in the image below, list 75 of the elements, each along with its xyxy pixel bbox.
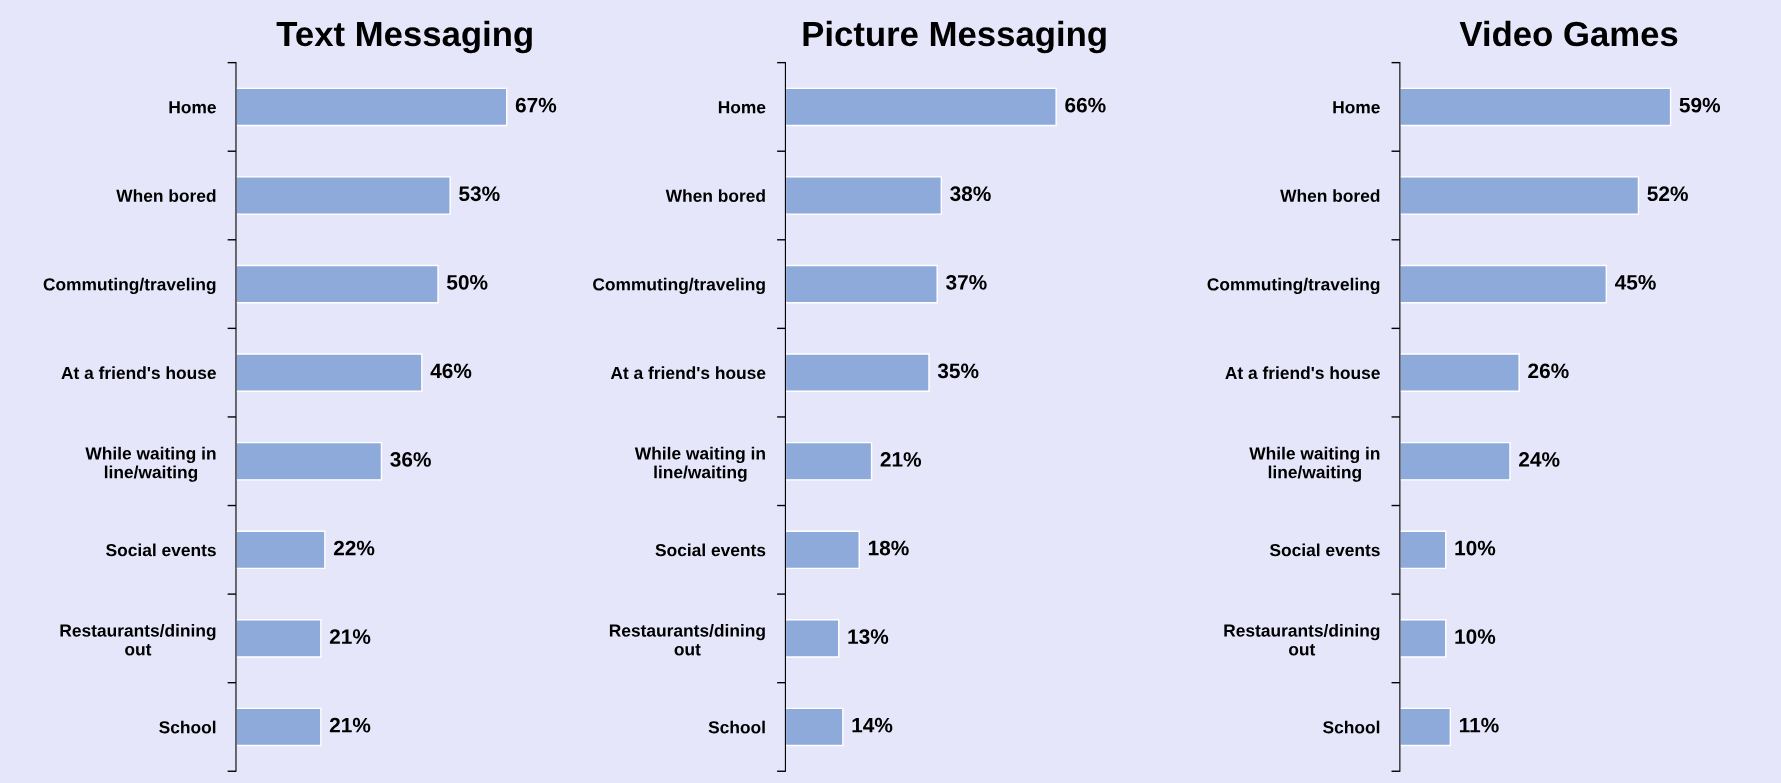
bar: [1399, 264, 1608, 304]
data-label: 66%: [1065, 97, 1106, 113]
bar: [1399, 530, 1447, 570]
y-tick-label: While waiting in line/waiting: [85, 446, 216, 482]
data-label: 21%: [329, 629, 371, 644]
data-label: 37%: [946, 274, 987, 290]
bar: [235, 264, 439, 304]
y-tick-label: Social events: [655, 543, 766, 557]
bar: [235, 176, 451, 215]
data-label: 10%: [1455, 540, 1496, 556]
bar: [1399, 176, 1640, 215]
data-label: 14%: [852, 717, 893, 733]
y-tick-label: At a friend's house: [1225, 366, 1380, 380]
data-label: 59%: [1679, 97, 1721, 113]
y-tick-label: At a friend's house: [61, 366, 216, 380]
bar: [1399, 619, 1447, 658]
y-tick-label: When bored: [1280, 189, 1380, 202]
y-tick-label: Commuting/traveling: [43, 277, 216, 295]
bar: [235, 619, 322, 658]
y-tick-label: Restaurants/dining out: [609, 623, 765, 656]
bar: [785, 707, 844, 747]
y-tick-label: At a friend's house: [610, 366, 766, 380]
data-label: 45%: [1614, 274, 1656, 290]
data-label: 50%: [446, 274, 488, 290]
data-label: 22%: [333, 540, 375, 556]
bar: [1399, 441, 1511, 481]
chart-title: Video Games: [1459, 20, 1678, 47]
y-tick-label: When bored: [116, 189, 216, 202]
bar: [785, 87, 1057, 127]
bar: [235, 530, 326, 570]
y-tick-label: School: [159, 720, 216, 734]
bar: [1399, 707, 1452, 747]
bar: [1399, 87, 1672, 127]
data-label: 35%: [937, 363, 979, 379]
bar: [785, 619, 840, 658]
data-label: 38%: [950, 186, 991, 202]
data-label: 13%: [848, 629, 889, 645]
y-tick-label: School: [1323, 720, 1380, 734]
y-tick-label: Restaurants/dining out: [60, 623, 216, 656]
data-label: 46%: [430, 363, 472, 379]
bar: [235, 353, 423, 392]
y-tick-label: Social events: [1269, 543, 1380, 557]
chart-title: Text Messaging: [276, 20, 532, 54]
data-label: 11%: [1459, 717, 1499, 733]
y-tick-label: While waiting in line/waiting: [634, 446, 765, 482]
y-tick-label: Restaurants/dining out: [1224, 623, 1380, 656]
data-label: 53%: [459, 186, 500, 202]
y-tick-label: Commuting/traveling: [1207, 277, 1380, 295]
data-label: 52%: [1647, 186, 1688, 202]
bar: [785, 441, 873, 481]
bar: [235, 707, 322, 747]
y-tick-label: When bored: [665, 189, 765, 202]
bar: [785, 176, 942, 215]
bar: [235, 441, 383, 481]
data-label: 67%: [515, 97, 557, 113]
data-label: 21%: [880, 452, 922, 467]
y-tick-label: While waiting in line/waiting: [1249, 446, 1380, 482]
y-tick-label: Home: [1333, 101, 1380, 114]
bar: [785, 530, 860, 570]
data-label: 24%: [1519, 452, 1560, 467]
y-tick-label: School: [708, 720, 765, 734]
data-label: 26%: [1528, 363, 1569, 379]
bar: [785, 353, 930, 392]
bar: [1399, 353, 1520, 392]
bar: [785, 264, 938, 304]
y-tick-label: Home: [169, 101, 216, 114]
bar: [235, 87, 508, 127]
chart-title: Picture Messaging: [803, 20, 1106, 54]
y-tick-label: Social events: [106, 543, 216, 557]
data-label: 18%: [868, 540, 909, 556]
y-tick-label: Home: [718, 101, 766, 114]
data-label: 36%: [390, 452, 431, 467]
y-tick-label: Commuting/traveling: [593, 277, 765, 295]
data-label: 21%: [329, 717, 371, 733]
data-label: 10%: [1455, 629, 1496, 644]
